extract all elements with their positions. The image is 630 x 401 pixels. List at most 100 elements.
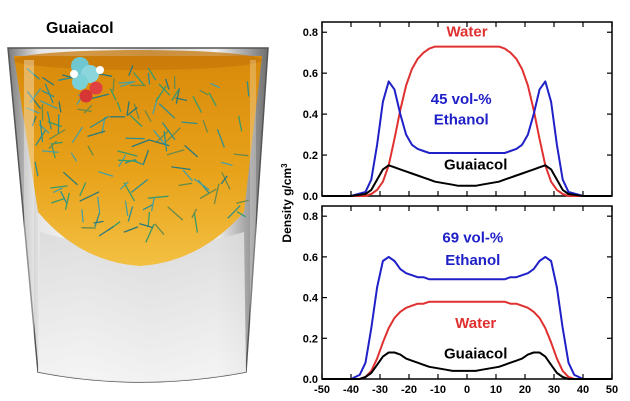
solvent-molecule-stick	[116, 101, 122, 112]
solvent-molecule-stick	[126, 106, 138, 117]
solvent-molecule-stick	[70, 152, 78, 162]
solvent-molecule-stick	[216, 128, 225, 148]
density-panel-top: 0.0 0.2 0.4 0.6 0.8 Water 45 vol-% Ethanol Guaia…	[303, 21, 613, 203]
solvent-molecule-stick	[144, 110, 152, 123]
solvent-molecule-stick	[153, 129, 167, 146]
solvent-molecule-stick	[48, 128, 66, 140]
solvent-molecule-stick	[117, 150, 138, 157]
solvent-molecule-stick	[94, 212, 101, 228]
solvent-molecule-stick	[167, 206, 184, 221]
y-tick-label: 0.6	[303, 68, 318, 80]
solvent-molecule-stick	[181, 121, 198, 125]
x-tick-label: 10	[490, 384, 502, 396]
solvent-molecule-stick	[48, 140, 58, 150]
solvent-molecule-stick	[126, 101, 130, 116]
solvent-molecule-stick	[220, 161, 233, 167]
solvent-molecule-stick	[51, 198, 65, 204]
solvent-molecule-stick	[125, 137, 145, 140]
solvent-molecule-stick	[98, 171, 114, 177]
solvent-molecule-stick	[41, 150, 59, 154]
solvent-molecule-stick	[53, 187, 63, 194]
solvent-molecule-stick	[158, 83, 171, 96]
x-tick-label: -10	[430, 384, 446, 396]
series-annotation: Ethanol	[434, 111, 489, 128]
solvent-molecule-stick	[166, 127, 181, 142]
solvent-molecule-stick	[58, 101, 62, 113]
solvent-molecule-stick	[97, 196, 101, 213]
x-tick-label: -30	[372, 384, 388, 396]
solvent-molecule-stick	[79, 191, 100, 202]
solvent-molecule-stick	[120, 81, 134, 88]
solvent-molecule-stick	[164, 78, 170, 90]
solvent-molecule-stick	[236, 199, 249, 204]
solvent-molecule-stick	[150, 197, 155, 212]
solvent-molecule-stick	[87, 130, 106, 138]
solvent-molecule-stick	[40, 100, 58, 110]
solvent-molecule-stick	[34, 161, 39, 177]
solvent-molecule-stick	[50, 141, 63, 145]
solvent-molecule-stick	[227, 205, 241, 219]
y-tick-label: 0.4	[303, 109, 319, 121]
solvent-molecule-stick	[139, 222, 154, 229]
x-tick-label: 0	[464, 384, 470, 396]
series-annotation: Guaiacol	[444, 156, 507, 173]
series-annotation: Ethanol	[445, 252, 500, 269]
solvent-molecule-stick	[147, 211, 151, 228]
x-tick-label: -40	[343, 384, 359, 396]
y-axis-label-superscript: 3	[280, 163, 289, 168]
illustration-title: Guaiacol	[46, 20, 114, 37]
solvent-molecule-stick	[81, 209, 84, 223]
solvent-molecule-stick	[64, 192, 70, 210]
series-line-guaiacol	[322, 164, 612, 197]
solvent-molecule-stick	[147, 67, 157, 81]
y-tick-label: 0.4	[303, 293, 319, 305]
solvent-molecule-stick	[109, 88, 117, 101]
solvent-molecule-stick	[87, 145, 94, 156]
series-annotation: Water	[446, 23, 487, 40]
solvent-molecule-stick	[193, 212, 199, 233]
y-tick-label: 0.2	[303, 150, 318, 162]
solvent-molecule-stick	[44, 83, 54, 104]
solvent-molecule-stick	[192, 95, 203, 113]
solvent-molecule-stick	[208, 92, 217, 107]
series-line-water	[322, 45, 612, 197]
solvent-molecule-stick	[131, 139, 150, 148]
solvent-molecule-stick	[112, 78, 115, 92]
series-line-water	[322, 300, 612, 380]
solvent-molecule-stick	[171, 89, 179, 101]
solvent-molecule-stick	[147, 72, 151, 85]
solvent-molecule-stick	[133, 103, 140, 120]
density-panel-bottom: 0.0 0.2 0.4 0.6 0.8 -50 -40 -30 -20 -10 0 10 20 30 40 5…	[303, 205, 618, 396]
y-axis-label-text: Density g/cm	[280, 168, 294, 243]
solvent-molecule-stick	[77, 108, 92, 112]
solvent-molecule-stick	[202, 119, 209, 133]
solvent-molecule-stick	[236, 211, 247, 218]
solvent-molecule-stick	[26, 107, 40, 114]
y-tick-label: 0.6	[303, 252, 318, 264]
solvent-molecule-stick	[147, 195, 169, 199]
solvent-molecule-stick	[130, 178, 149, 194]
solvent-molecule-stick	[35, 130, 46, 146]
solvent-molecule-stick	[199, 188, 217, 200]
solvent-molecule-stick	[60, 190, 68, 205]
solvent-molecule-stick	[89, 115, 110, 129]
solvent-molecule-stick	[42, 76, 55, 86]
solvent-molecule-stick	[47, 121, 63, 128]
series-line-ethanol	[322, 80, 612, 197]
series-line-guaiacol	[322, 351, 612, 380]
solvent-molecule-stick	[191, 208, 198, 219]
x-tick-label: 50	[606, 384, 618, 396]
solvent-molecule-stick	[246, 81, 250, 97]
solvent-molecule-stick	[166, 149, 185, 156]
solvent-molecule-stick	[117, 159, 138, 162]
solvent-molecule-stick	[193, 178, 210, 191]
y-tick-label: 0.0	[303, 374, 318, 386]
solvent-molecule-stick	[79, 182, 87, 197]
solvent-molecule-stick	[178, 182, 193, 187]
solvent-molecule-stick	[237, 115, 243, 132]
x-tick-label: 20	[519, 384, 531, 396]
solvent-molecule-stick	[71, 126, 84, 144]
y-tick-label: 0.8	[303, 211, 318, 223]
solvent-molecule-stick	[133, 72, 145, 86]
